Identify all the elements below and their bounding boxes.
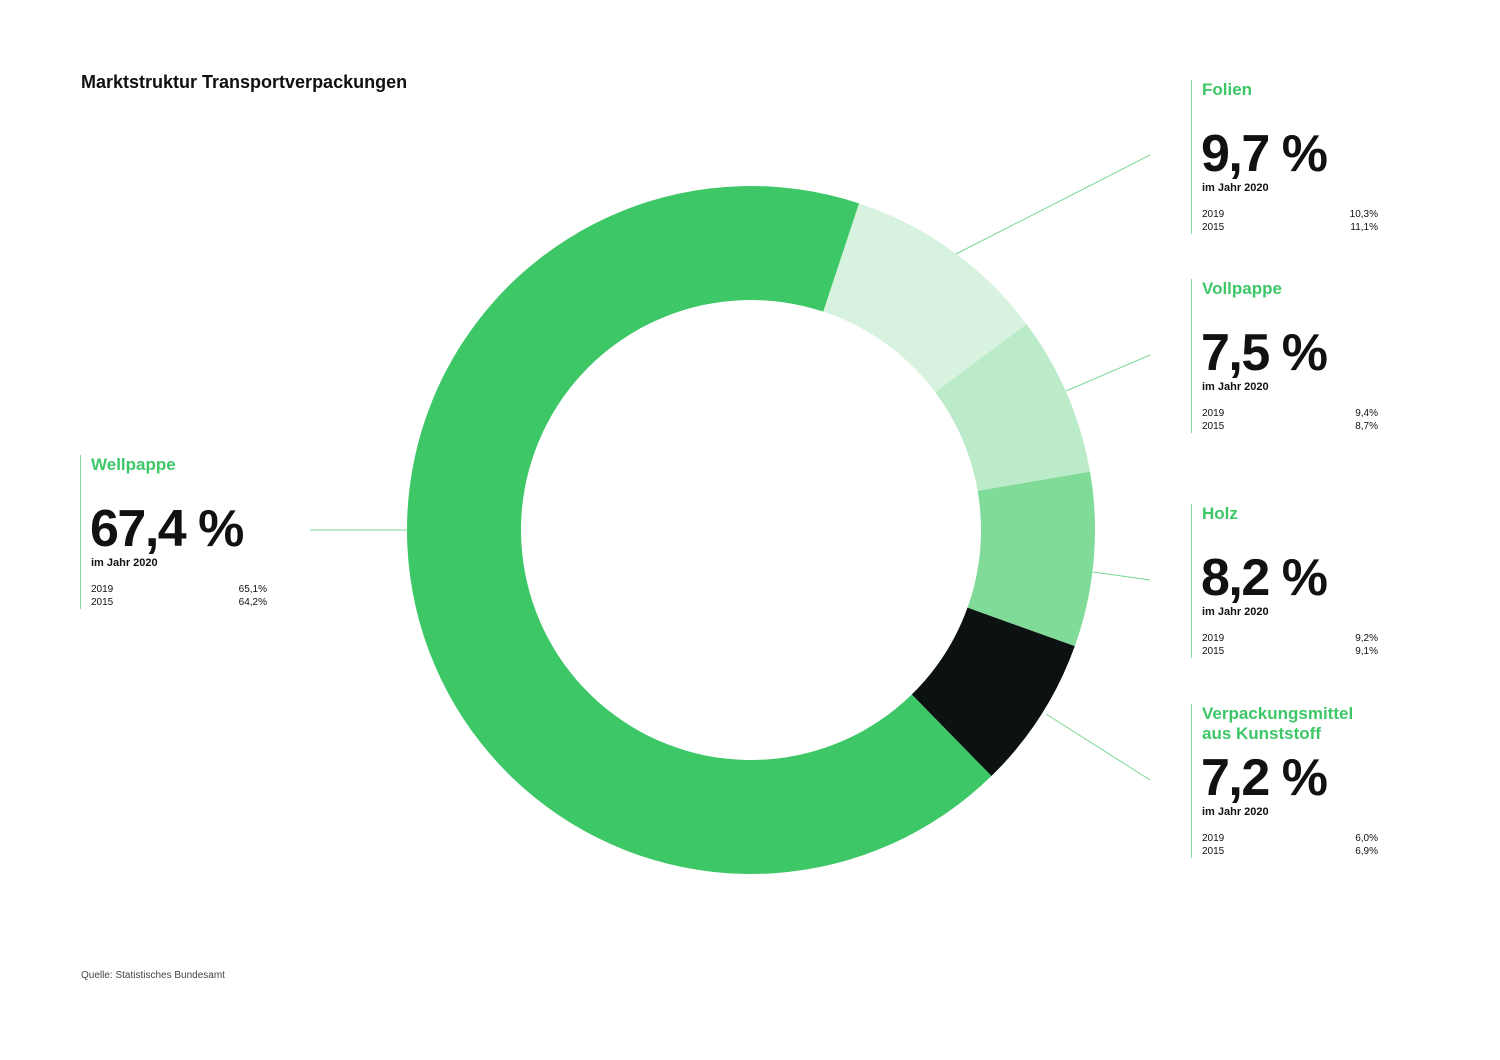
history-year: 2019	[1202, 833, 1225, 844]
history-value: 64,2%	[238, 597, 267, 608]
history-value: 10,3%	[1349, 209, 1378, 220]
share-caption: im Jahr 2020	[1202, 381, 1269, 393]
history-value: 8,7%	[1355, 421, 1378, 432]
history-row: 2019 6,0%	[1202, 832, 1378, 845]
slice-label-holz: Holz 8,2 % im Jahr 2020 2019 9,2% 2015 9…	[1191, 504, 1382, 658]
history-row: 2019 10,3%	[1202, 208, 1378, 221]
history-value: 65,1%	[238, 584, 267, 595]
donut-slices	[407, 186, 1095, 874]
history-year: 2019	[1202, 209, 1225, 220]
history-row: 2015 11,1%	[1202, 221, 1378, 234]
category-label: Wellpappe	[91, 455, 176, 474]
share-value: 7,5 %	[1201, 324, 1328, 382]
share-value: 8,2 %	[1201, 549, 1328, 607]
slice-label-folien: Folien 9,7 % im Jahr 2020 2019 10,3% 201…	[1191, 80, 1382, 234]
history-year: 2019	[91, 584, 114, 595]
leader-line-folien	[955, 154, 1151, 255]
history-year: 2015	[1202, 846, 1225, 857]
share-caption: im Jahr 2020	[1202, 806, 1269, 818]
share-caption: im Jahr 2020	[91, 557, 158, 569]
share-caption: im Jahr 2020	[1202, 606, 1269, 618]
history-value: 9,2%	[1355, 633, 1378, 644]
slice-wellpappe	[407, 186, 992, 874]
history-row: 2019 9,4%	[1202, 407, 1378, 420]
share-value: 9,7 %	[1201, 125, 1328, 183]
slice-label-kunststoff: Verpackungsmittel aus Kunststoff 7,2 % i…	[1191, 704, 1382, 858]
history-row: 2019 9,2%	[1202, 632, 1378, 645]
share-value: 67,4 %	[90, 500, 244, 558]
leader-line-vollpappe	[1065, 354, 1151, 392]
slice-label-vollpappe: Vollpappe 7,5 % im Jahr 2020 2019 9,4% 2…	[1191, 279, 1382, 433]
history-value: 11,1%	[1350, 222, 1378, 233]
history-year: 2019	[1202, 633, 1225, 644]
slice-holz	[967, 471, 1095, 647]
history-year: 2019	[1202, 408, 1225, 419]
history-year: 2015	[1202, 421, 1225, 432]
history-year: 2015	[1202, 646, 1225, 657]
slice-label-wellpappe: Wellpappe 67,4 % im Jahr 2020 2019 65,1%…	[80, 455, 271, 609]
chart-title: Marktstruktur Transportverpackungen	[81, 72, 408, 92]
leader-line-holz	[1092, 571, 1151, 581]
share-value: 7,2 %	[1201, 749, 1328, 807]
slice-verpackungsmittel-aus-kunststoff	[911, 607, 1075, 777]
category-label: Folien	[1202, 80, 1253, 99]
history-row: 2015 6,9%	[1202, 845, 1378, 858]
history-value: 6,9%	[1355, 846, 1378, 857]
slice-folien	[823, 203, 1027, 393]
source-note: Quelle: Statistisches Bundesamt	[81, 970, 225, 981]
history-row: 2015 9,1%	[1202, 645, 1378, 658]
history-row: 2015 64,2%	[91, 596, 267, 609]
share-caption: im Jahr 2020	[1202, 182, 1269, 194]
history-year: 2015	[91, 597, 114, 608]
history-value: 6,0%	[1355, 833, 1378, 844]
category-label: Vollpappe	[1202, 279, 1282, 298]
leader-line-kunststoff	[1045, 713, 1151, 781]
leader-lines	[310, 154, 1151, 781]
history-row: 2015 8,7%	[1202, 420, 1378, 433]
slice-vollpappe	[935, 324, 1091, 491]
history-value: 9,4%	[1355, 408, 1378, 419]
history-year: 2015	[1202, 222, 1225, 233]
history-row: 2019 65,1%	[91, 583, 267, 596]
history-value: 9,1%	[1355, 646, 1378, 657]
category-label: Verpackungsmittel aus Kunststoff	[1202, 704, 1354, 743]
category-label: Holz	[1202, 504, 1238, 523]
